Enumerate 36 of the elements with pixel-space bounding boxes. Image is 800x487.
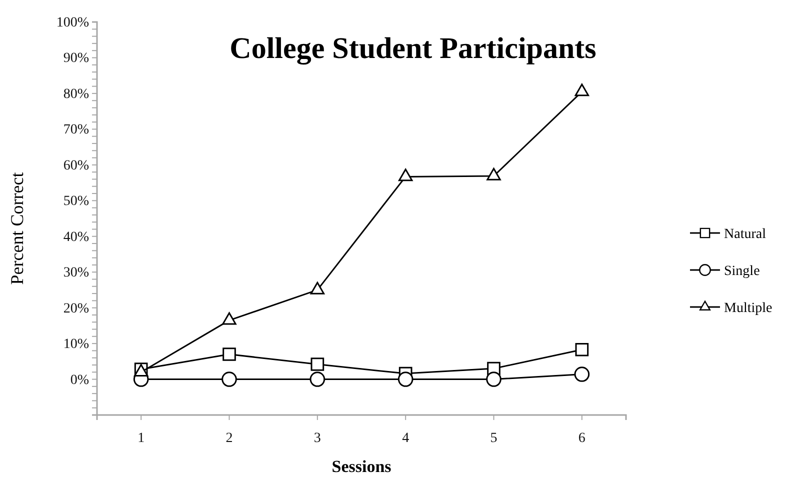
y-tick-label: 20%: [63, 301, 90, 316]
x-tick-label: 4: [402, 430, 410, 446]
point: [222, 372, 237, 387]
y-tick-label: 40%: [63, 230, 90, 245]
chart-title: College Student Participants: [230, 32, 596, 65]
x-tick-label: 5: [490, 430, 498, 446]
legend-label: Single: [724, 264, 760, 279]
point: [574, 84, 590, 96]
point: [486, 168, 501, 180]
point: [310, 358, 324, 371]
y-tick-label: 50%: [63, 194, 90, 210]
y-tick-label: 10%: [63, 337, 90, 352]
point: [222, 312, 236, 325]
point: [398, 168, 413, 182]
y-tick-label: 80%: [63, 86, 90, 102]
point: [574, 366, 590, 382]
point: [398, 372, 414, 387]
y-tick-label: 0%: [70, 372, 90, 388]
y-tick-label: 90%: [63, 51, 90, 66]
point: [575, 342, 589, 356]
x-tick-label: 2: [226, 430, 233, 446]
x-tick-label: 6: [578, 430, 586, 446]
legend-label: Multiple: [724, 301, 772, 316]
y-tick-label: 30%: [63, 266, 90, 281]
point: [222, 348, 236, 361]
point: [486, 372, 502, 387]
x-tick-label: 3: [314, 430, 321, 446]
point: [310, 372, 326, 387]
x-axis-title: Sessions: [332, 457, 392, 476]
y-tick-label: 60%: [63, 158, 90, 174]
legend-label: Natural: [724, 227, 766, 242]
y-axis-title: Percent Correct: [7, 172, 27, 285]
point: [310, 282, 325, 294]
y-tick-label: 70%: [63, 122, 90, 138]
x-tick-label: 1: [138, 430, 145, 446]
y-tick-label: 100%: [56, 15, 90, 30]
